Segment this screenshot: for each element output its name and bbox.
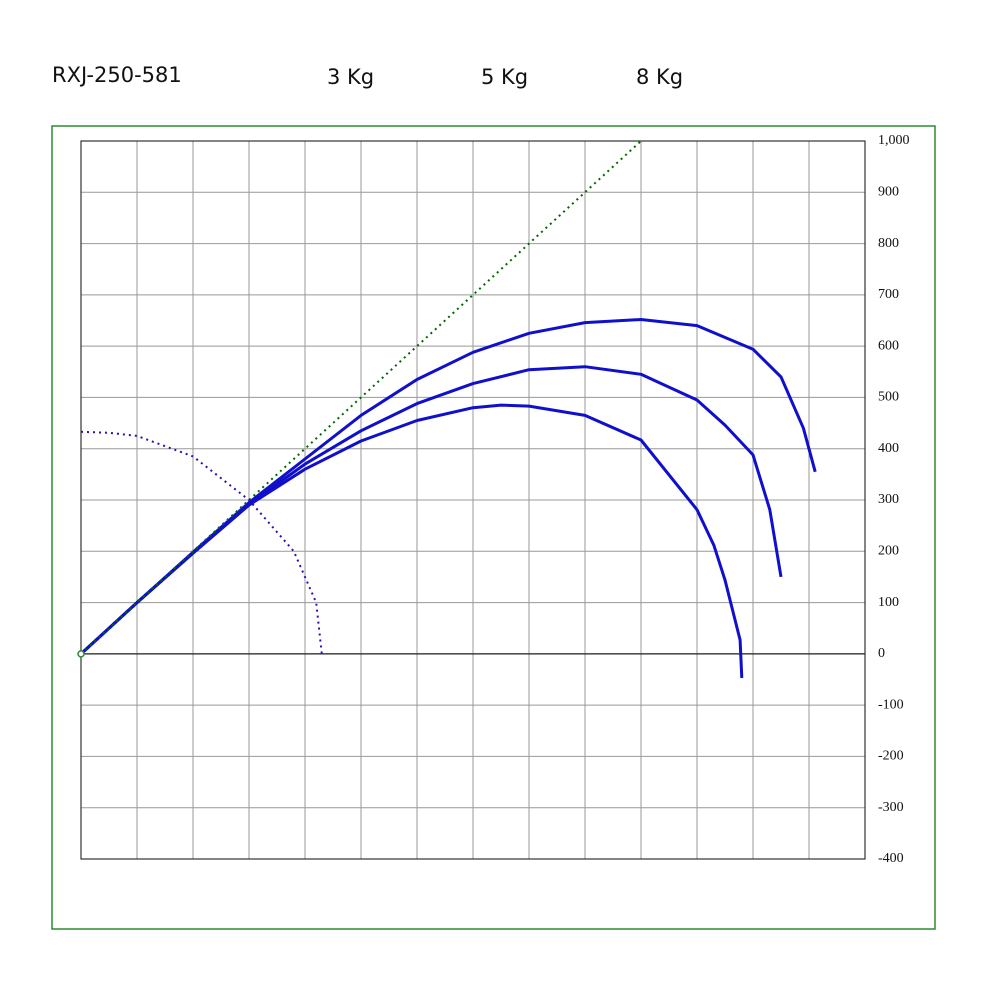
legend-entry: 3 Kg bbox=[327, 65, 374, 89]
legend-entry: 5 Kg bbox=[481, 65, 528, 89]
reference-line bbox=[80, 140, 642, 655]
series-line bbox=[79, 318, 817, 656]
y-tick-label: 500 bbox=[878, 390, 899, 405]
y-tick-label: -100 bbox=[878, 697, 904, 712]
frame bbox=[51, 125, 936, 930]
y-tick-label: 800 bbox=[878, 236, 899, 251]
plot-border bbox=[80, 140, 866, 860]
y-tick-label: -200 bbox=[878, 749, 904, 764]
origin-marker bbox=[77, 650, 85, 658]
series-line bbox=[79, 365, 783, 656]
y-tick-label: 900 bbox=[878, 185, 899, 200]
y-tick-label: 300 bbox=[878, 492, 899, 507]
y-tick-label: 400 bbox=[878, 441, 899, 456]
y-tick-label: 1,000 bbox=[878, 133, 910, 148]
y-tick-label: 200 bbox=[878, 544, 899, 559]
legend-entry: 8 Kg bbox=[636, 65, 683, 89]
reference-line bbox=[80, 430, 323, 655]
y-tick-label: 0 bbox=[878, 646, 885, 661]
y-tick-label: 600 bbox=[878, 338, 899, 353]
series-line bbox=[79, 403, 744, 679]
y-tick-label: 700 bbox=[878, 287, 899, 302]
y-tick-label: -400 bbox=[878, 851, 904, 866]
y-tick-label: 100 bbox=[878, 595, 899, 610]
chart-title: RXJ-250-581 bbox=[52, 63, 182, 87]
y-tick-label: -300 bbox=[878, 800, 904, 815]
